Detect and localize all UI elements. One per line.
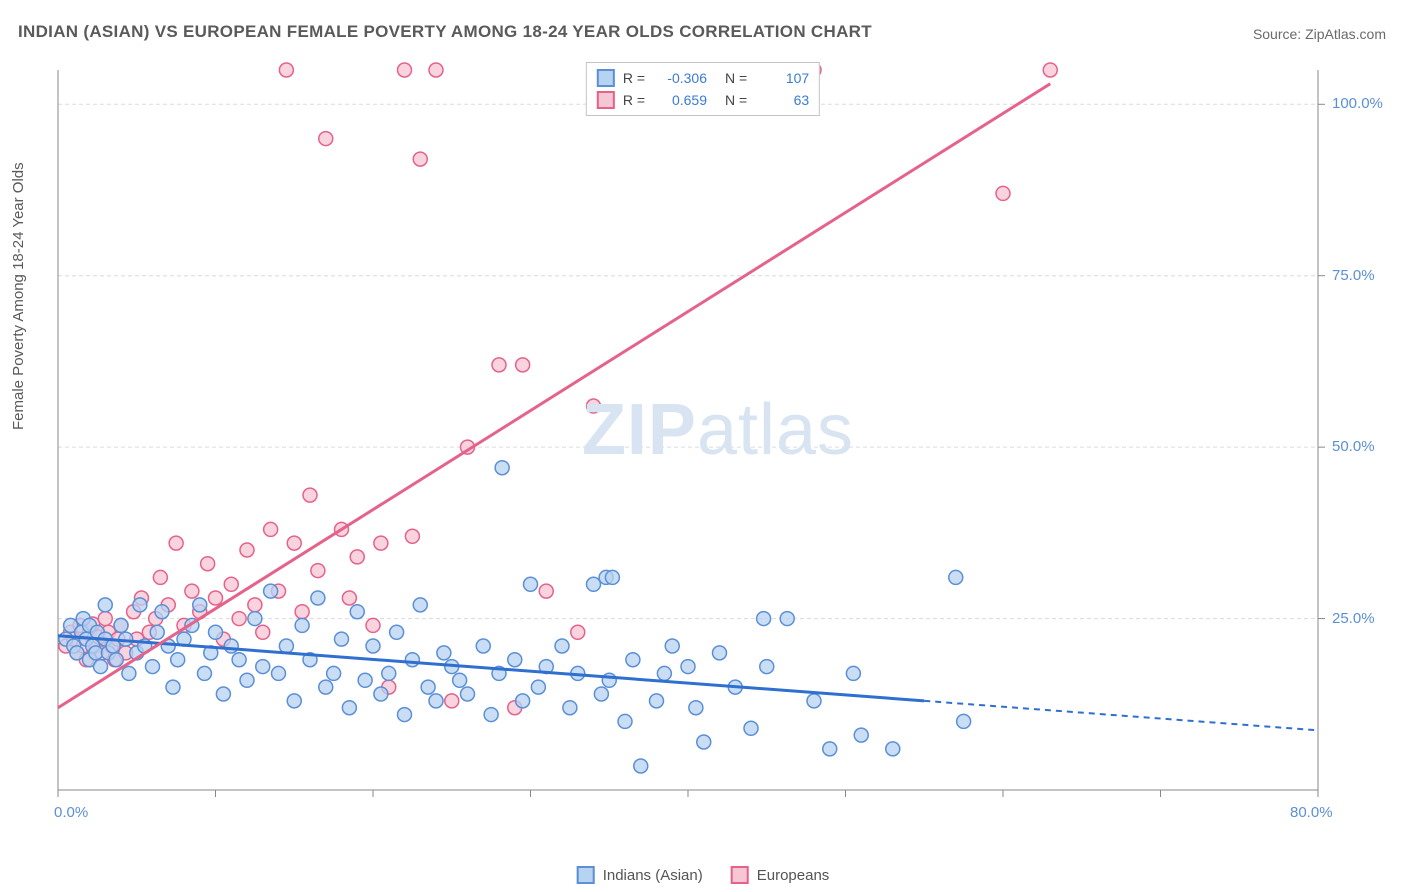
legend-label: Indians (Asian) bbox=[603, 867, 703, 884]
legend-row-europeans: R =0.659 N =63 bbox=[597, 89, 809, 111]
x-tick-label: 0.0% bbox=[54, 804, 88, 821]
x-tick-label: 80.0% bbox=[1290, 804, 1333, 821]
legend-item-europeans: Europeans bbox=[731, 866, 830, 884]
y-tick-label: 75.0% bbox=[1332, 267, 1375, 284]
chart-svg bbox=[48, 60, 1388, 830]
legend-row-indians: R =-0.306 N =107 bbox=[597, 67, 809, 89]
y-tick-label: 25.0% bbox=[1332, 610, 1375, 627]
y-tick-label: 100.0% bbox=[1332, 95, 1383, 112]
swatch-indians bbox=[597, 69, 615, 87]
swatch-europeans bbox=[597, 91, 615, 109]
scatter-plot: ZIPatlas 0.0%80.0%25.0%50.0%75.0%100.0% bbox=[48, 60, 1388, 830]
source-attribution: Source: ZipAtlas.com bbox=[1253, 26, 1386, 42]
swatch-europeans-icon bbox=[731, 866, 749, 884]
legend-label: Europeans bbox=[757, 867, 830, 884]
swatch-indians-icon bbox=[577, 866, 595, 884]
series-legend: Indians (Asian) Europeans bbox=[577, 866, 830, 884]
correlation-legend: R =-0.306 N =107 R =0.659 N =63 bbox=[586, 62, 820, 116]
chart-title: INDIAN (ASIAN) VS EUROPEAN FEMALE POVERT… bbox=[18, 22, 872, 42]
legend-item-indians: Indians (Asian) bbox=[577, 866, 703, 884]
y-axis-label: Female Poverty Among 18-24 Year Olds bbox=[10, 162, 27, 430]
y-tick-label: 50.0% bbox=[1332, 438, 1375, 455]
